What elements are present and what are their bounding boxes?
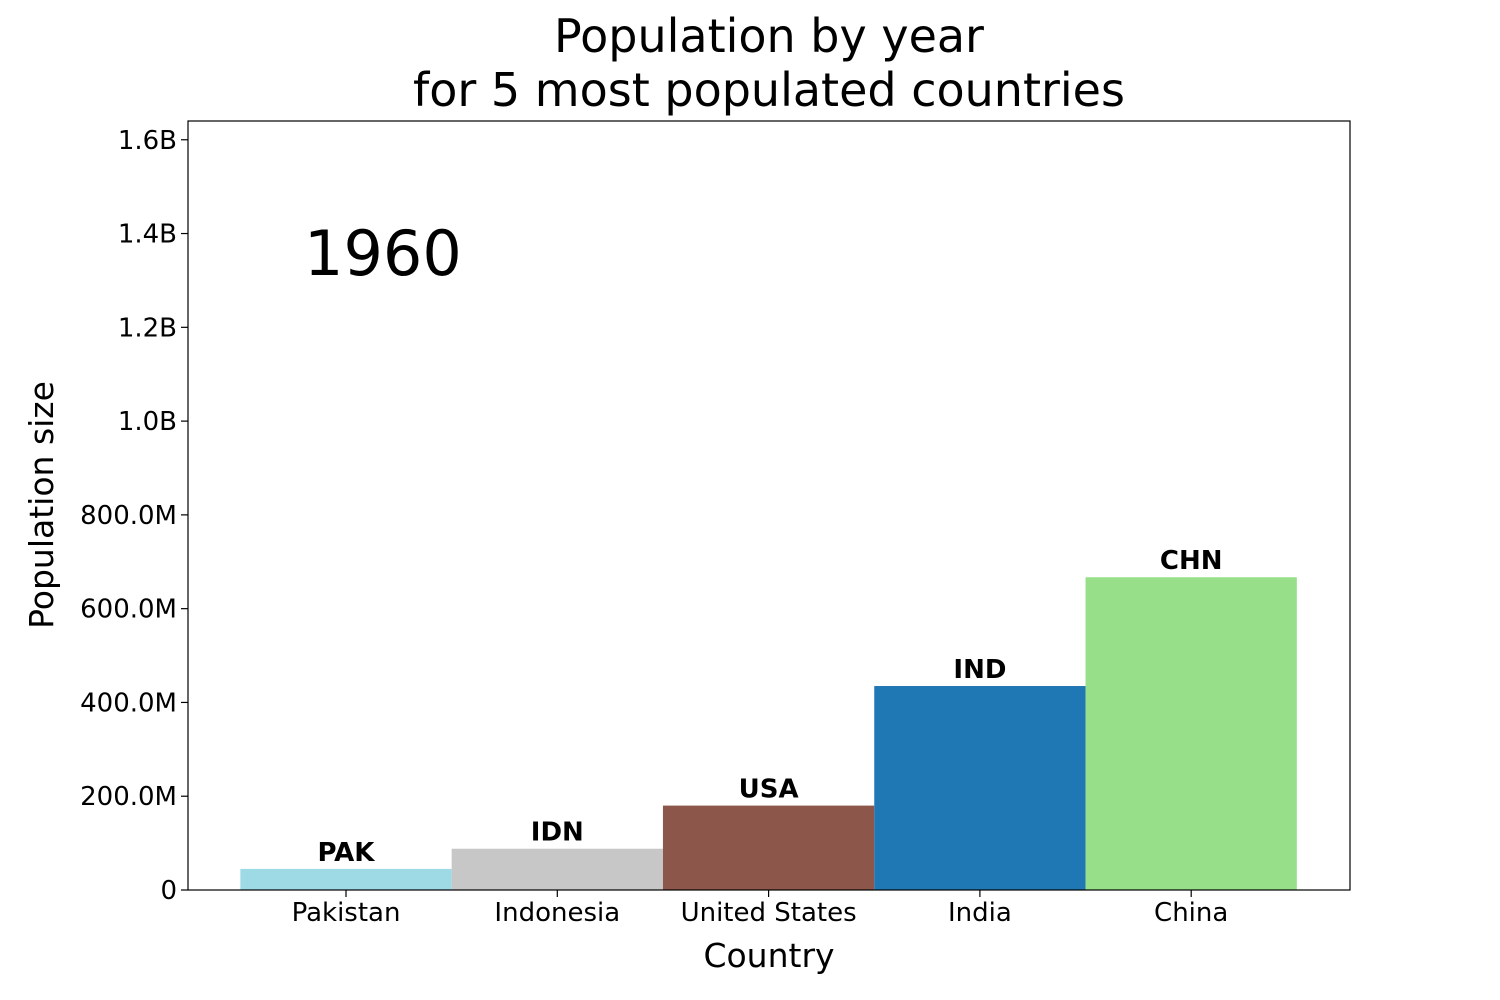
y-ticks-group: 0 200.0M 400.0M 600.0M 800.0M 1.0B 1.2B 1.4B 1.6… [80, 126, 188, 906]
y-tick-label-6: 1.2B [118, 313, 177, 343]
bars-group [240, 577, 1297, 890]
x-tick-label-china: China [1154, 898, 1228, 928]
y-tick-label-8: 1.6B [118, 126, 177, 156]
y-tick-label-4: 800.0M [80, 501, 177, 531]
x-tick-label-united-states: United States [681, 898, 857, 928]
bar-code-label-united-states: USA [739, 775, 799, 805]
x-tick-label-indonesia: Indonesia [494, 898, 620, 928]
x-axis-label: Country [703, 936, 835, 975]
y-tick-label-7: 1.4B [118, 220, 177, 250]
y-tick-label-5: 1.0B [118, 407, 177, 437]
bar-indonesia [451, 848, 663, 890]
y-tick-label-0: 0 [160, 876, 177, 906]
bar-code-label-pakistan: PAK [318, 838, 376, 868]
y-tick-label-1: 200.0M [80, 782, 177, 812]
x-tick-label-pakistan: Pakistan [292, 898, 401, 928]
bar-china [1085, 577, 1297, 890]
bar-code-label-indonesia: IDN [531, 818, 584, 848]
x-tick-label-india: India [948, 898, 1012, 928]
bar-code-label-india: IND [953, 655, 1006, 685]
y-axis-label: Population size [22, 381, 61, 629]
x-ticks-group: Pakistan Indonesia United States India China [292, 890, 1228, 928]
bar-labels-group: PAK IDN USA IND CHN [318, 546, 1223, 868]
chart-title-line-1: Population by year [554, 9, 984, 63]
bar-code-label-china: CHN [1160, 546, 1223, 576]
bar-pakistan [240, 868, 452, 890]
y-tick-label-2: 400.0M [80, 688, 177, 718]
bar-india [874, 686, 1086, 890]
y-tick-label-3: 600.0M [80, 595, 177, 625]
chart-title-line-2: for 5 most populated countries [413, 63, 1125, 117]
year-label: 1960 [304, 217, 462, 290]
bar-united-states [662, 805, 875, 890]
